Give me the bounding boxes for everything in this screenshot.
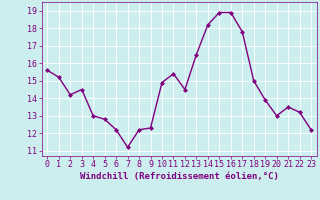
X-axis label: Windchill (Refroidissement éolien,°C): Windchill (Refroidissement éolien,°C) [80, 172, 279, 181]
